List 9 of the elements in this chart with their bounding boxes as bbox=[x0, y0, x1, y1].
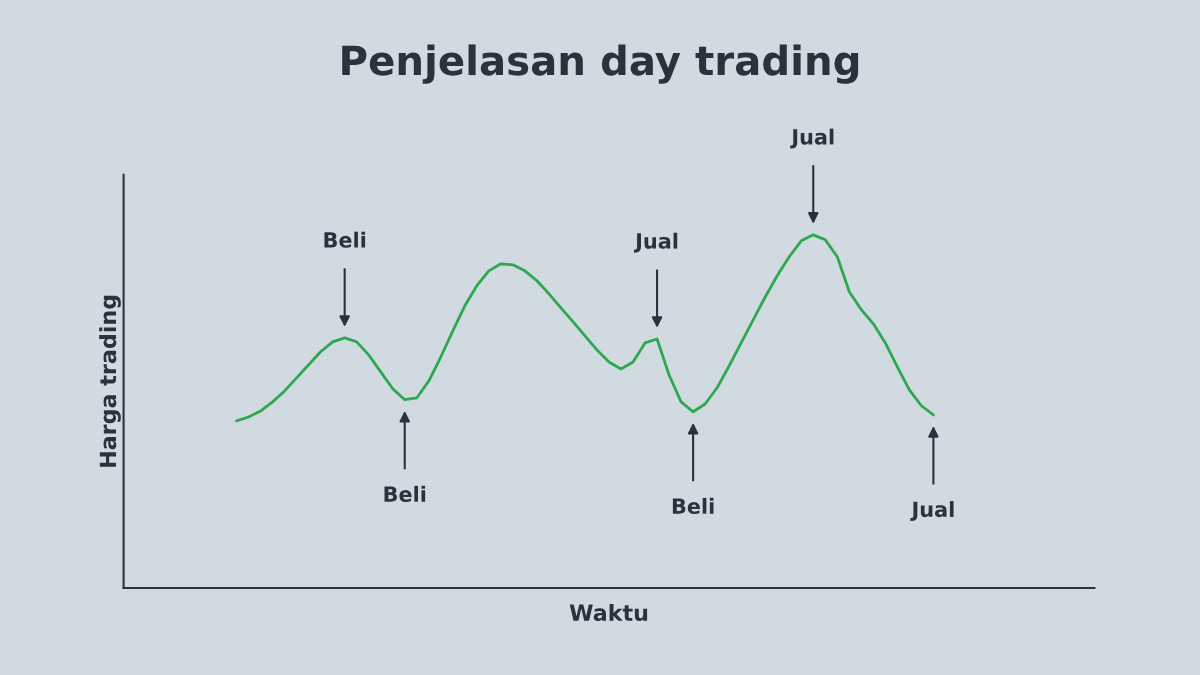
annotation: Beli bbox=[324, 231, 366, 248]
annotation: Beli bbox=[384, 485, 426, 502]
chart-title: Penjelasan day trading bbox=[342, 44, 859, 84]
y-axis-title: Harga trading bbox=[99, 295, 121, 467]
annotation: Jual bbox=[910, 501, 954, 522]
text: Jual bbox=[790, 128, 834, 149]
x-axis-title: Waktu bbox=[569, 603, 648, 622]
annotation: Beli bbox=[672, 497, 714, 514]
annotation: Jual bbox=[634, 232, 678, 253]
